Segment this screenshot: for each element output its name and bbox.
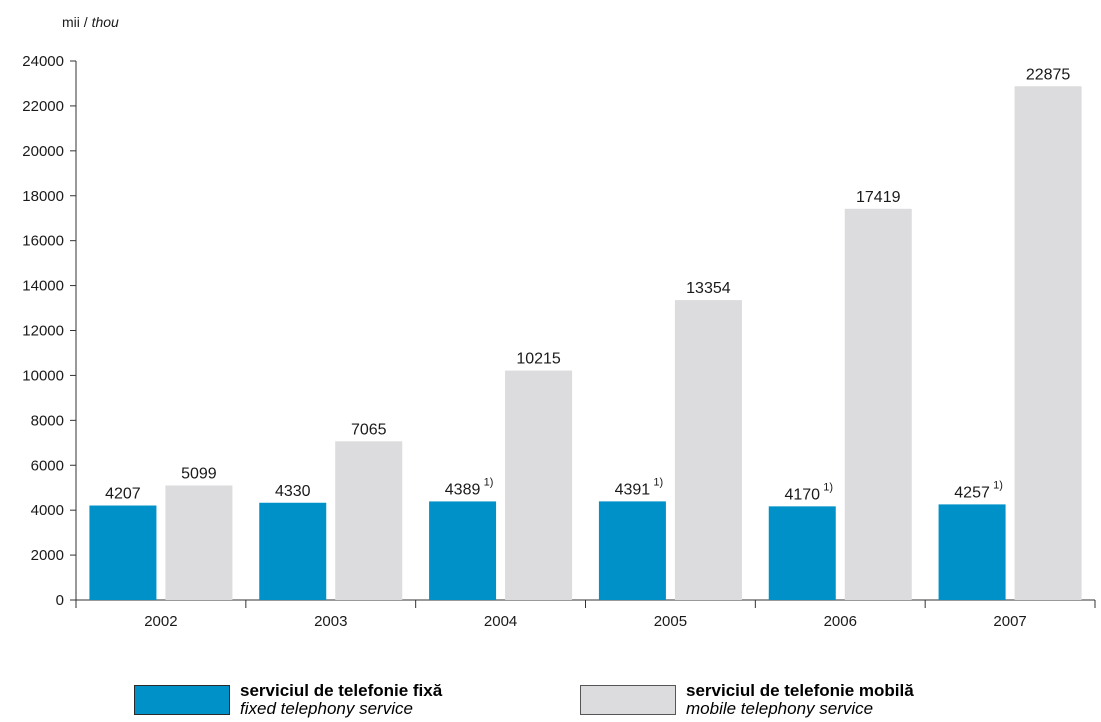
x-tick-label: 2002 [144,613,177,630]
y-tick-label: 16000 [22,233,64,250]
y-tick-label: 2000 [31,547,64,564]
legend-label-mobile-en: mobile telephony service [686,700,914,718]
data-label-mobile: 10215 [516,351,561,368]
footnote-marker: 1) [993,479,1003,491]
bar-fixed [429,501,496,600]
legend-text-fixed: serviciul de telefonie fixă fixed teleph… [240,682,442,718]
y-tick-label: 14000 [22,278,64,295]
x-tick-label: 2006 [824,613,857,630]
data-label-fixed: 4391 [615,481,651,498]
bar-mobile [675,300,742,600]
footnote-marker: 1) [823,481,833,493]
legend-item-mobile: serviciul de telefonie mobilă mobile tel… [580,682,914,718]
legend-swatch-mobile [580,685,676,715]
y-tick-label: 12000 [22,323,64,340]
legend-swatch-fixed [134,685,230,715]
data-label-mobile: 17419 [856,189,901,206]
unit-label-separator: / [80,14,92,30]
x-tick-label: 2007 [993,613,1026,630]
bars [89,86,1081,600]
bar-fixed [89,506,156,600]
footnote-marker: 1) [484,476,494,488]
data-label-fixed: 4330 [275,483,311,500]
x-tick-label: 2004 [484,613,517,630]
legend-label-mobile-ro: serviciul de telefonie mobilă [686,682,914,700]
data-label-fixed: 4207 [105,486,141,503]
bar-mobile [845,209,912,600]
bar-fixed [769,506,836,600]
x-tick-label: 2003 [314,613,347,630]
bar-mobile [1015,86,1082,600]
y-tick-label: 0 [56,592,64,609]
bar-fixed [599,501,666,600]
y-unit-label: mii / thou [62,14,119,30]
data-label-mobile: 7065 [351,421,387,438]
x-tick-label: 2005 [654,613,687,630]
y-tick-label: 10000 [22,367,64,384]
legend-text-mobile: serviciul de telefonie mobilă mobile tel… [686,682,914,718]
bar-fixed [259,503,326,600]
data-label-mobile: 5099 [181,465,217,482]
legend-item-fixed: serviciul de telefonie fixă fixed teleph… [134,682,442,718]
y-tick-label: 4000 [31,502,64,519]
data-label-mobile: 22875 [1026,66,1071,83]
unit-label-en: thou [92,14,119,30]
data-label-fixed: 4257 [954,484,990,501]
y-tick-label: 24000 [22,53,64,70]
y-axis: 0 2000 4000 6000 8000 10000 12000 14000 16000 180… [22,53,76,609]
unit-label-ro: mii [62,14,80,30]
data-label-fixed: 4389 [445,481,481,498]
y-tick-label: 20000 [22,143,64,160]
bar-fixed [939,504,1006,600]
y-tick-label: 6000 [31,457,64,474]
footnote-marker: 1) [653,476,663,488]
y-tick-label: 22000 [22,98,64,115]
legend-label-fixed-en: fixed telephony service [240,700,442,718]
y-tick-label: 8000 [31,412,64,429]
bar-chart: 0 2000 4000 6000 8000 10000 12000 14000 16000 180… [0,0,1101,660]
bar-mobile [335,441,402,600]
legend-label-fixed-ro: serviciul de telefonie fixă [240,682,442,700]
bar-mobile [505,371,572,600]
bar-mobile [165,485,232,600]
data-label-mobile: 13354 [686,280,731,297]
data-label-fixed: 4170 [784,486,820,503]
y-tick-label: 18000 [22,188,64,205]
x-axis: 2002 2003 2004 2005 2006 2007 [76,600,1095,630]
